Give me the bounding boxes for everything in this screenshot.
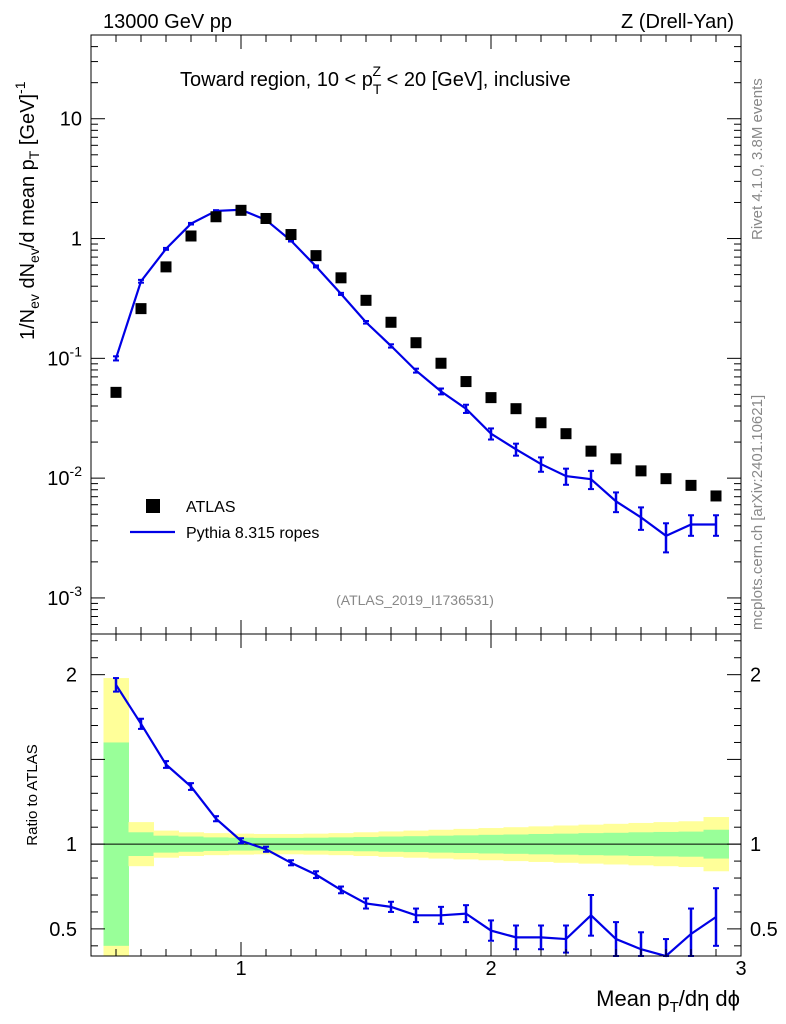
main-ytick-label: 1: [71, 229, 82, 251]
ylabel-part-0: 1/N: [17, 309, 39, 340]
xlabel-part-2: /dη dϕ: [679, 986, 740, 1011]
atlas-point: [235, 204, 247, 216]
main-title-sup: Z: [372, 63, 381, 79]
atlas-point: [335, 272, 347, 284]
ratio-ytick-label-right: 1: [750, 834, 761, 856]
ratio-panel: 0.5 0.5 1 1 2 2 1 2 3 Ratio to ATLAS Mean pT/dη …: [24, 633, 778, 1016]
main-title: Toward region, 10 < pTZ < 20 [GeV], incl…: [180, 63, 571, 97]
main-ytick-label: 10-3: [47, 583, 82, 610]
main-ytick-base: 10: [47, 588, 69, 610]
main-ytick-label: 10-2: [47, 463, 82, 490]
main-title-sub: T: [373, 81, 382, 97]
main-ylabel: 1/Nev dNev/d mean pT [GeV]-1: [12, 81, 42, 340]
watermark: (ATLAS_2019_I1736531): [336, 592, 494, 608]
ylabel-part-7: -1: [12, 81, 28, 94]
atlas-point: [135, 303, 147, 315]
header-left: 13000 GeV pp: [103, 11, 232, 33]
main-ytick-exp: -2: [70, 463, 83, 479]
ratio-ytick-label-right: 2: [750, 665, 761, 687]
atlas-point: [485, 392, 497, 404]
atlas-point: [585, 445, 597, 457]
atlas-point: [610, 453, 622, 465]
ratio-ytick-label: 0.5: [49, 919, 77, 941]
atlas-point: [535, 417, 547, 429]
legend-atlas-marker: [146, 499, 160, 513]
atlas-point: [710, 490, 722, 502]
mcplots-label: mcplots.cern.ch [arXiv:2401.10621]: [749, 395, 766, 630]
ratio-line: [115, 684, 717, 958]
ylabel-part-6: [GeV]: [17, 94, 39, 151]
atlas-point: [660, 473, 672, 485]
atlas-point: [635, 465, 647, 477]
atlas-point: [385, 316, 397, 328]
legend-atlas-label: ATLAS: [186, 499, 236, 516]
ratio-xlabel: Mean pT/dη dϕ: [596, 986, 740, 1016]
atlas-point: [185, 230, 197, 242]
main-ytick-exp: -3: [70, 583, 83, 599]
ratio-ytick-label: 1: [66, 834, 77, 856]
ylabel-part-2: dN: [17, 263, 39, 294]
mc-line: [114, 208, 716, 538]
ylabel-part-5: T: [26, 150, 42, 159]
header-right: Z (Drell-Yan): [621, 11, 734, 33]
ratio-xtick-label: 1: [235, 958, 246, 980]
ratio-ylabel: Ratio to ATLAS: [24, 744, 41, 845]
main-ytick-label: 10: [60, 109, 82, 131]
atlas-point: [435, 357, 447, 369]
atlas-point: [110, 386, 122, 398]
atlas-point: [310, 250, 322, 262]
main-ytick-label: 10-1: [47, 343, 82, 370]
main-ytick-exp: -1: [70, 343, 83, 359]
ylabel-part-1: ev: [26, 294, 42, 309]
atlas-point: [210, 211, 222, 223]
atlas-point: [685, 479, 697, 491]
ylabel-part-3: ev: [26, 248, 42, 263]
atlas-point: [410, 337, 422, 349]
ylabel-part-4: /d mean p: [17, 159, 39, 248]
atlas-point: [510, 403, 522, 415]
xlabel-part-0: Mean p: [596, 986, 669, 1011]
legend: ATLAS Pythia 8.315 ropes: [130, 499, 319, 542]
rivet-label: Rivet 4.1.0, 3.8M events: [749, 78, 766, 240]
ratio-ytick-label-right: 0.5: [750, 919, 778, 941]
legend-mc-label: Pythia 8.315 ropes: [186, 525, 319, 542]
atlas-point: [260, 212, 272, 224]
main-ytick-base: 1: [71, 229, 82, 251]
ratio-axis-layer: 0.5 0.5 1 1 2 2 1 2 3: [49, 634, 778, 980]
main-ytick-base: 10: [60, 109, 82, 131]
ratio-ytick-label: 2: [66, 665, 77, 687]
main-ytick-base: 10: [47, 468, 69, 490]
xlabel-part-1: T: [670, 999, 679, 1016]
ratio-data-layer: [91, 677, 741, 958]
ratio-xtick-label: 2: [485, 958, 496, 980]
main-title-pre: Toward region, 10 < p: [180, 69, 373, 91]
atlas-point: [560, 428, 572, 440]
main-frame: [90, 34, 742, 635]
atlas-point: [360, 294, 372, 306]
main-data-layer: [110, 204, 722, 554]
main-title-post: < 20 [GeV], inclusive: [381, 69, 571, 91]
atlas-point: [460, 376, 472, 388]
atlas-point: [160, 261, 172, 273]
atlas-point: [285, 229, 297, 241]
ratio-xtick-label: 3: [735, 958, 746, 980]
main-ytick-base: 10: [47, 348, 69, 370]
